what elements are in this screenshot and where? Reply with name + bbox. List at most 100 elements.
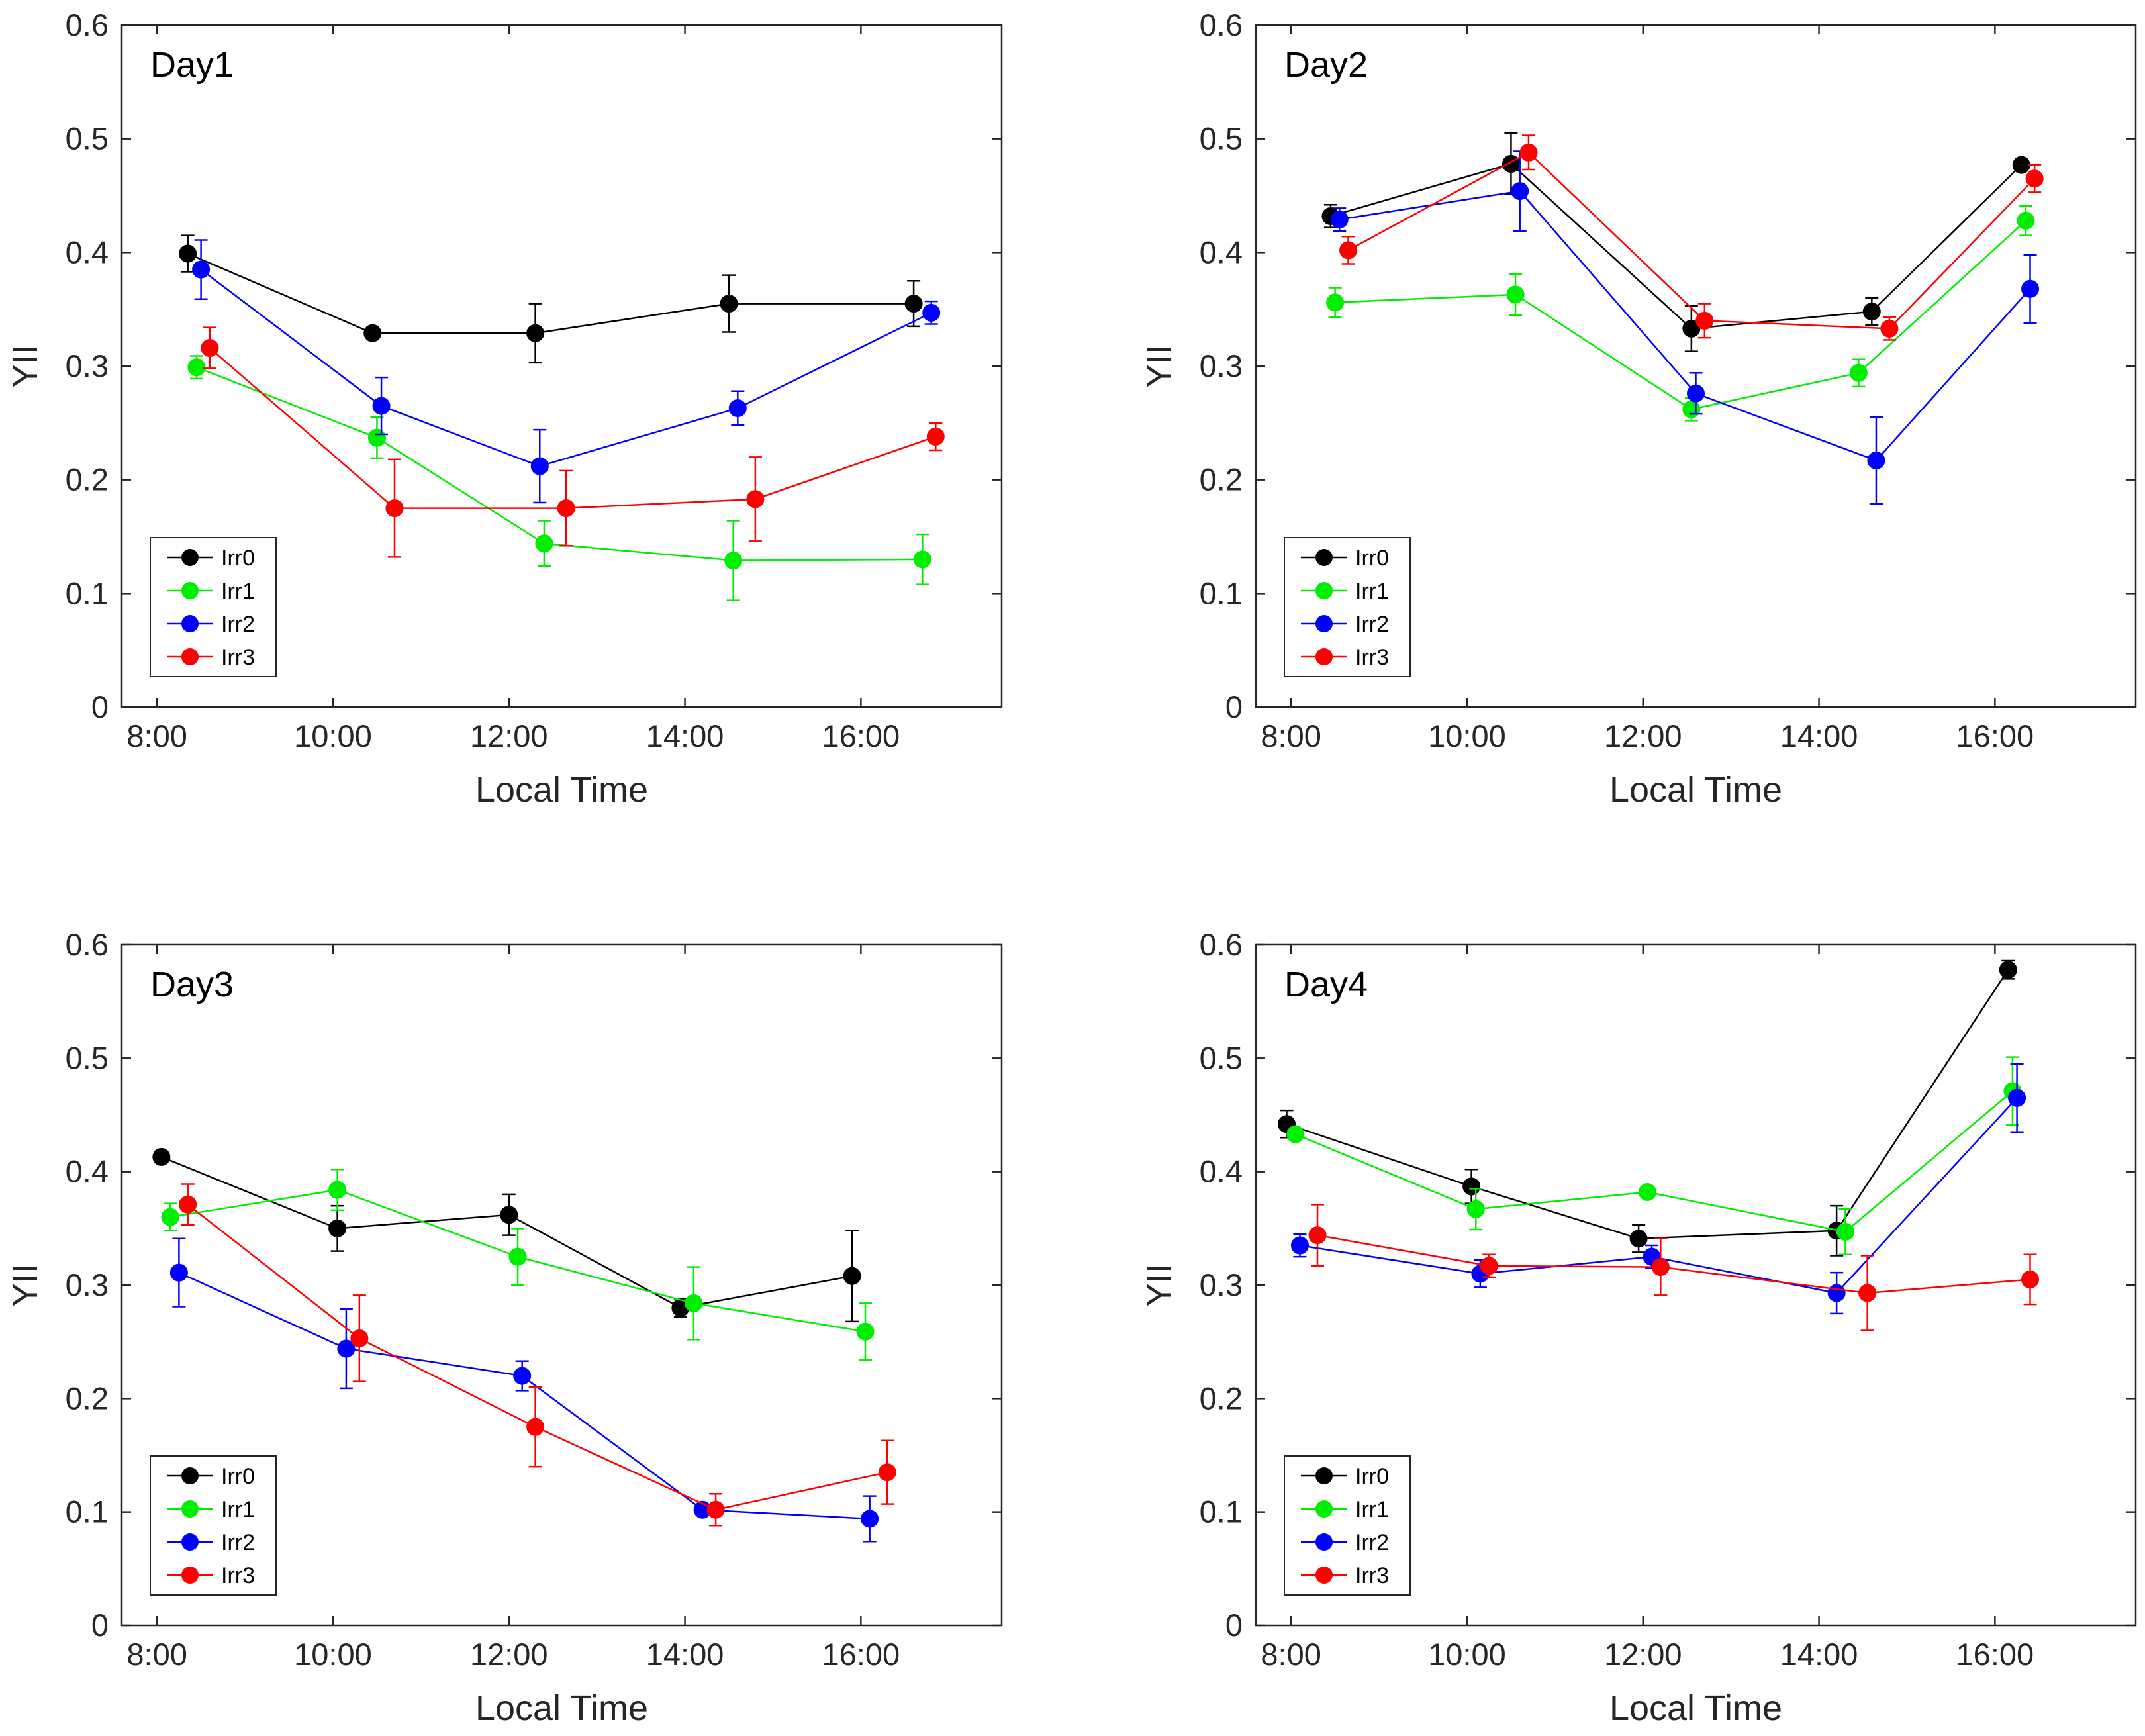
y-tick-label: 0 — [1225, 1608, 1243, 1643]
data-point — [367, 428, 386, 447]
legend-marker — [1315, 615, 1333, 632]
data-point — [2017, 211, 2035, 230]
legend-label: Irr3 — [221, 1563, 255, 1588]
data-point — [843, 1267, 861, 1285]
data-point — [2021, 279, 2040, 298]
y-tick-label: 0.2 — [66, 1380, 109, 1416]
data-point — [179, 1195, 197, 1214]
legend-label: Irr1 — [221, 1497, 255, 1522]
legend-label: Irr1 — [1355, 1497, 1389, 1522]
legend-marker — [181, 615, 199, 632]
data-point — [1687, 384, 1705, 403]
chart-panel-2: 0 0.1 0.2 0.3 0.4 0.5 0.6 8:00 10:00 12:00 14:00 16… — [1139, 7, 2137, 810]
legend-box — [1284, 537, 1411, 677]
data-point — [720, 295, 738, 313]
data-point — [1290, 1236, 1309, 1255]
y-axis-label: YII — [5, 1263, 45, 1307]
legend: Irr0 Irr1 Irr2 Irr3 — [1284, 537, 1411, 677]
data-point — [1511, 182, 1529, 201]
data-point — [1880, 319, 1899, 338]
y-tick-label: 0.6 — [66, 7, 109, 42]
series-irr3 — [179, 1183, 896, 1527]
series-irr2 — [1330, 150, 2040, 505]
data-point — [508, 1247, 527, 1266]
chart-panel-3: 0 0.1 0.2 0.3 0.4 0.5 0.6 8:00 10:00 12:00 14:00 16… — [5, 927, 1003, 1728]
data-point — [856, 1322, 875, 1341]
x-tick-label: 16:00 — [1956, 718, 2034, 753]
legend-label: Irr1 — [1355, 579, 1389, 604]
legend-marker — [1315, 1567, 1333, 1584]
data-point — [1480, 1257, 1498, 1275]
y-tick-label: 0.5 — [66, 1040, 109, 1075]
data-point — [706, 1500, 725, 1519]
y-axis-label: YII — [1139, 344, 1179, 388]
legend-marker — [1315, 582, 1333, 599]
series-irr3 — [1308, 1204, 2040, 1331]
x-axis-label: Local Time — [475, 770, 648, 810]
legend-label: Irr3 — [1355, 645, 1389, 670]
x-tick-label: 10:00 — [294, 1637, 372, 1672]
data-point — [926, 427, 945, 446]
y-tick-label: 0.1 — [1200, 1494, 1243, 1529]
data-point — [746, 490, 765, 508]
legend-label: Irr2 — [1355, 612, 1389, 637]
legend-box — [1284, 1455, 1411, 1596]
data-point — [1638, 1183, 1656, 1202]
data-point — [372, 397, 391, 415]
legend-marker — [181, 549, 199, 566]
data-point — [385, 499, 404, 518]
series-irr1 — [1286, 1056, 2022, 1255]
x-tick-label: 14:00 — [1780, 718, 1858, 753]
legend-label: Irr2 — [221, 612, 255, 637]
data-point — [363, 324, 382, 342]
data-point — [724, 552, 743, 570]
y-axis-label: YII — [1139, 1263, 1179, 1307]
legend-label: Irr0 — [1355, 1464, 1389, 1489]
data-point — [530, 457, 549, 475]
x-tick-label: 14:00 — [646, 1637, 724, 1672]
legend: Irr0 Irr1 Irr2 Irr3 — [150, 1455, 277, 1596]
legend-marker — [1315, 1467, 1333, 1484]
x-tick-label: 14:00 — [1780, 1637, 1858, 1672]
data-point — [1308, 1226, 1327, 1245]
y-tick-label: 0.4 — [1200, 1154, 1243, 1189]
chart-panel-4: 0 0.1 0.2 0.3 0.4 0.5 0.6 8:00 10:00 12:00 14:00 16… — [1139, 927, 2137, 1728]
data-point — [526, 1418, 545, 1436]
data-point — [904, 295, 923, 313]
legend: Irr0 Irr1 Irr2 Irr3 — [1284, 1455, 1411, 1596]
y-tick-label: 0.3 — [1200, 1267, 1243, 1302]
data-point — [1651, 1258, 1670, 1277]
x-tick-label: 8:00 — [1261, 718, 1321, 753]
data-point — [2012, 156, 2030, 174]
x-axis-label: Local Time — [475, 1688, 648, 1728]
x-tick-label: 8:00 — [126, 1637, 187, 1672]
y-tick-label: 0 — [1225, 689, 1243, 724]
y-tick-label: 0.1 — [1200, 575, 1243, 610]
data-point — [1999, 961, 2017, 979]
data-point — [500, 1206, 518, 1224]
y-tick-label: 0.6 — [1200, 927, 1243, 962]
series-irr3 — [201, 326, 945, 558]
legend-label: Irr1 — [221, 579, 255, 604]
legend-marker — [181, 1567, 199, 1584]
y-tick-label: 0.5 — [66, 121, 109, 156]
data-point — [861, 1510, 879, 1528]
x-tick-label: 8:00 — [126, 718, 187, 753]
y-tick-label: 0.1 — [66, 575, 109, 610]
data-point — [1858, 1284, 1877, 1302]
data-point — [1519, 143, 1538, 162]
series-irr2 — [169, 1237, 879, 1543]
legend-marker — [1315, 648, 1333, 665]
data-point — [922, 303, 941, 322]
y-tick-label: 0.4 — [1200, 234, 1243, 269]
data-point — [161, 1208, 179, 1226]
data-point — [1836, 1222, 1854, 1241]
legend-marker — [1315, 1533, 1333, 1551]
x-tick-label: 12:00 — [1604, 718, 1682, 753]
data-point — [1339, 241, 1358, 260]
data-point — [526, 324, 545, 342]
legend-label: Irr3 — [221, 645, 255, 670]
legend-marker — [181, 1533, 199, 1551]
data-point — [328, 1181, 347, 1199]
data-point — [169, 1263, 188, 1282]
